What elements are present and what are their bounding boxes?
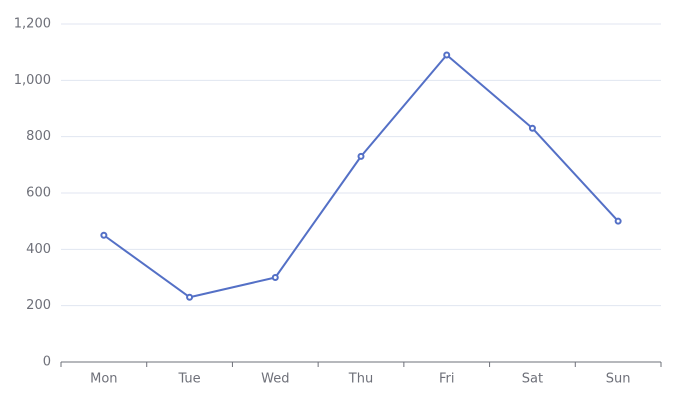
point: [528, 124, 536, 132]
y-tick-label: 400: [26, 242, 51, 257]
y-tick-label: 200: [26, 298, 51, 313]
point: [271, 274, 279, 281]
y-tick-label: 0: [43, 355, 51, 370]
point: [357, 152, 365, 160]
x-tick-label: Sat: [522, 372, 543, 387]
point: [100, 231, 108, 239]
y-tick-label: 1,200: [14, 17, 51, 32]
x-tick-label: Tue: [177, 372, 200, 387]
x-tick-label: Thu: [348, 372, 373, 387]
x-tick-label: Sun: [606, 372, 631, 387]
y-tick-label: 800: [26, 129, 51, 144]
x-tick-label: Mon: [90, 372, 117, 387]
point: [443, 51, 451, 59]
y-tick-label: 1,000: [14, 73, 51, 88]
point: [614, 217, 622, 225]
point: [186, 293, 194, 301]
x-tick-label: Fri: [439, 372, 455, 387]
x-tick-label: Wed: [261, 372, 289, 387]
line: [103, 53, 619, 299]
y-tick-label: 600: [26, 186, 51, 201]
